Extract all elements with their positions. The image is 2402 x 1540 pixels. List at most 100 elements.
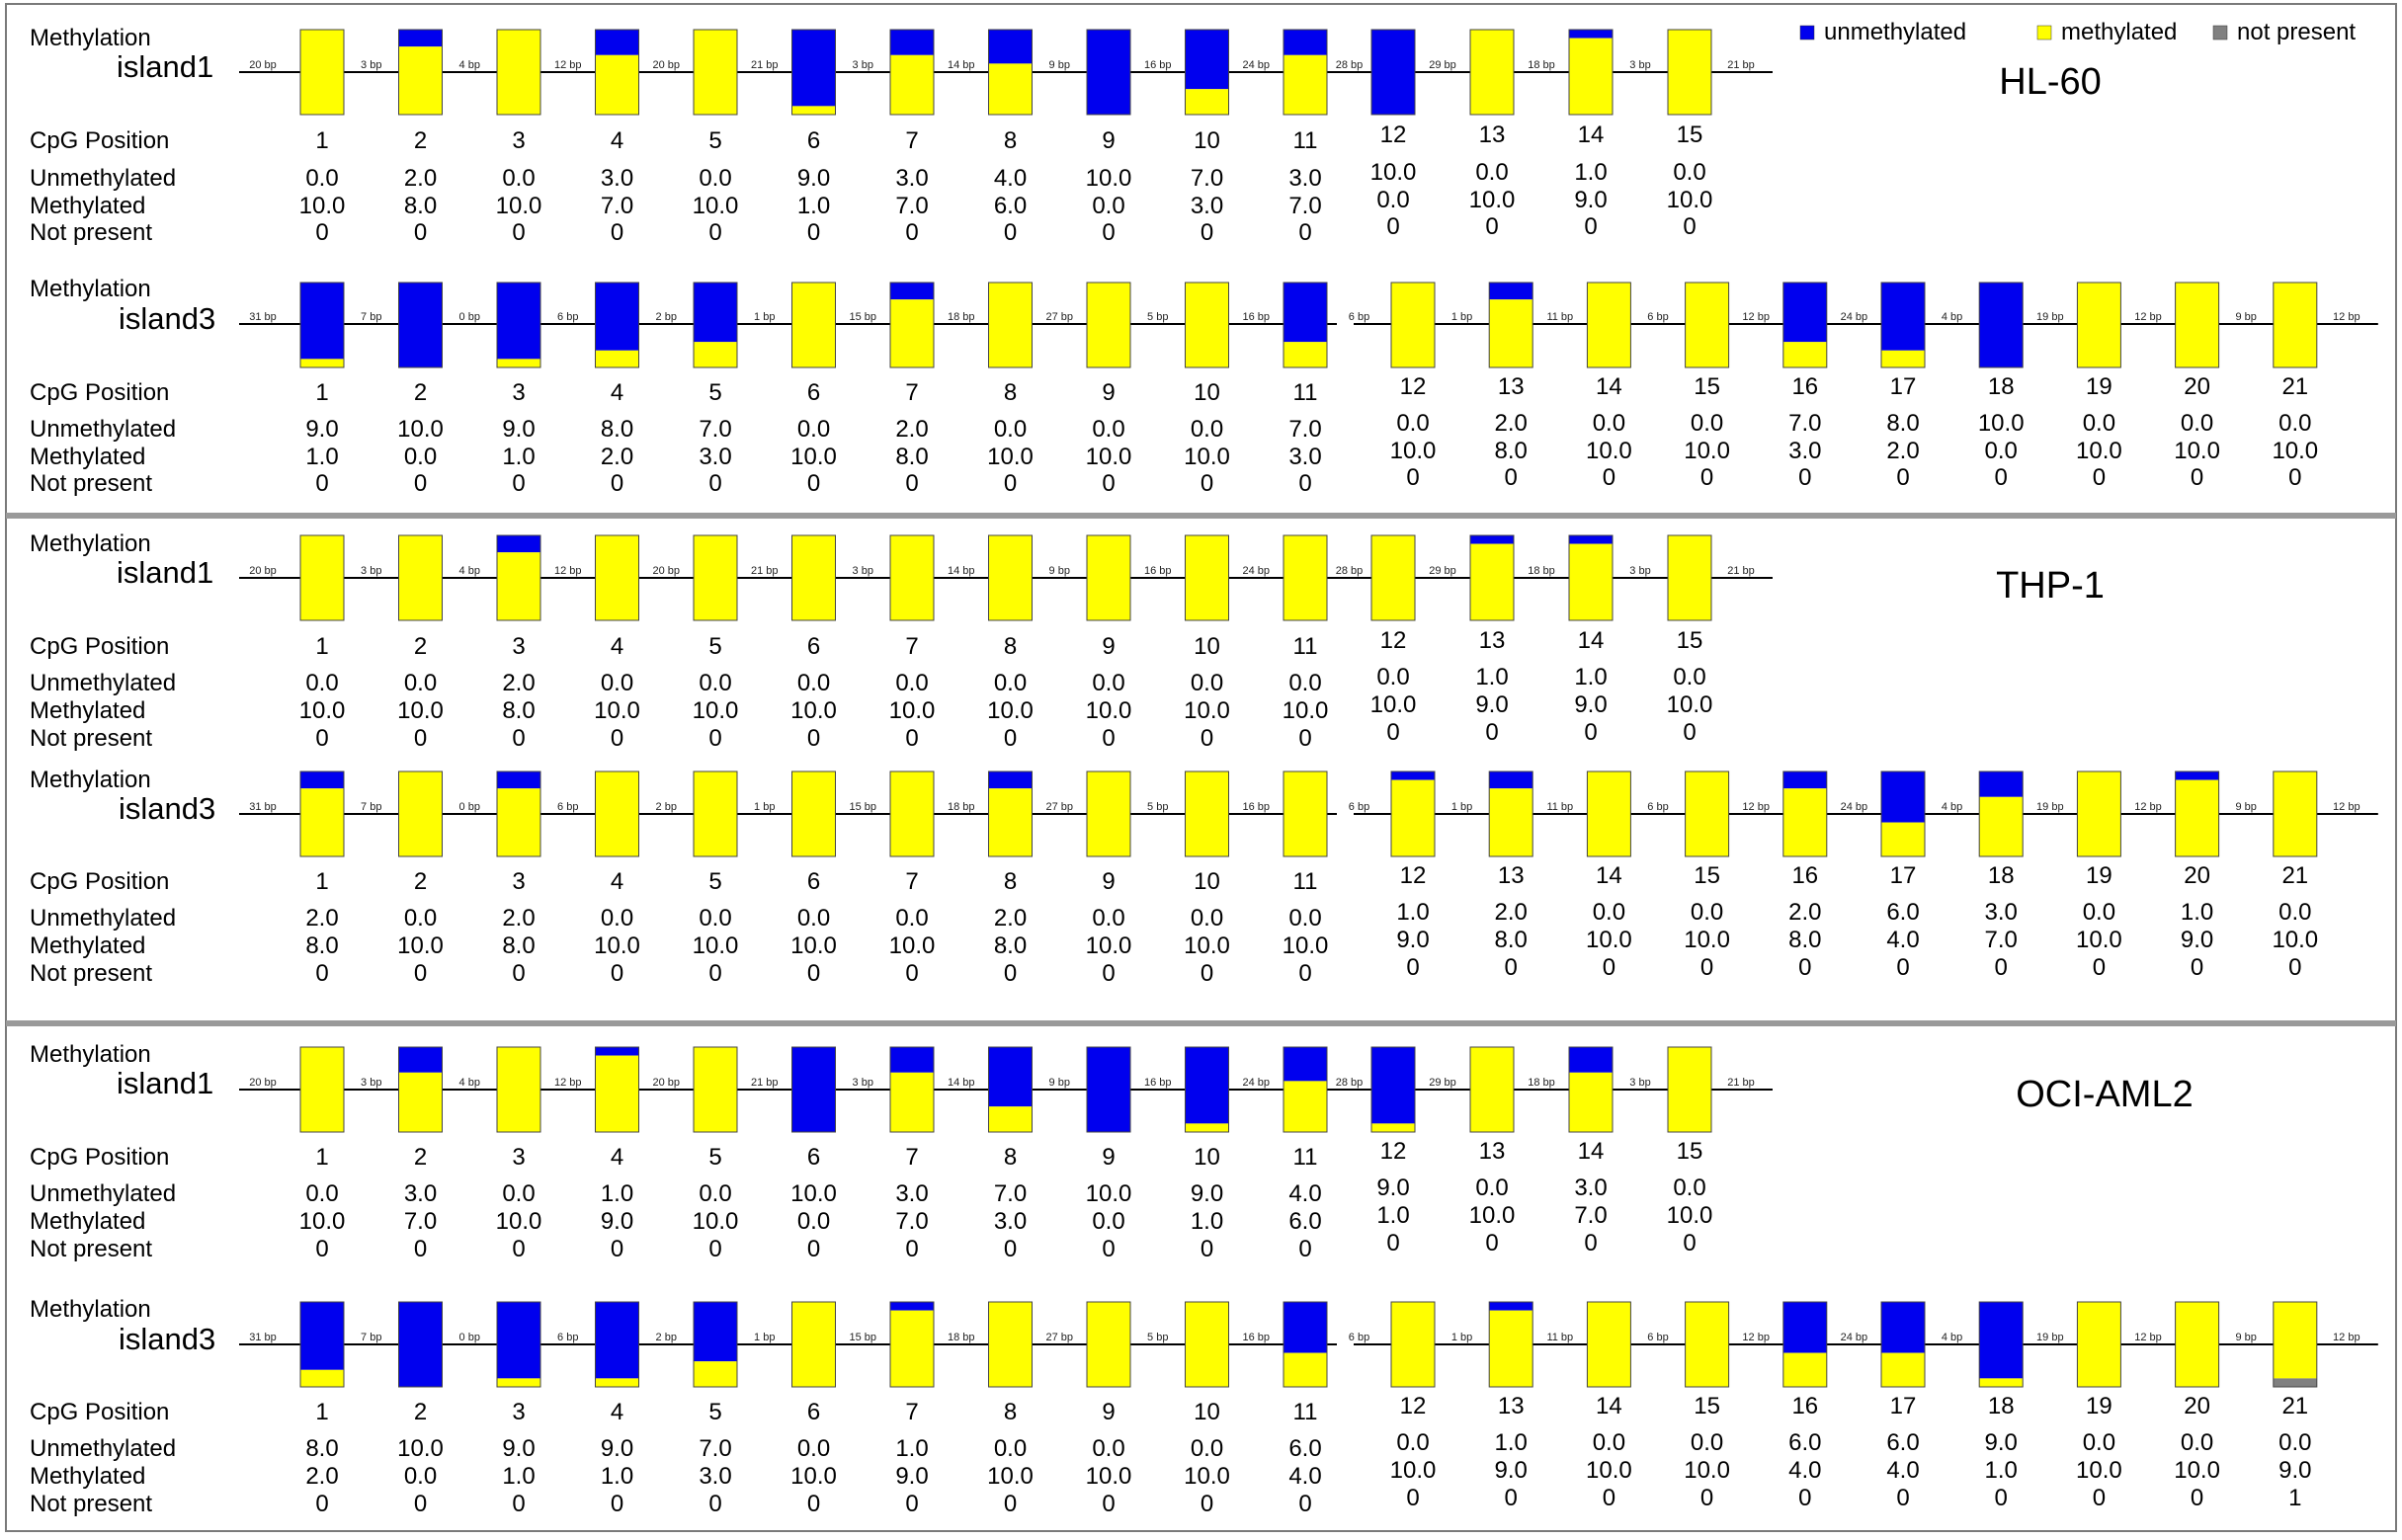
gap-label: 2 bp xyxy=(656,311,677,323)
gap-label: 14 bp xyxy=(948,565,975,577)
not-present-value: 0 xyxy=(1102,470,1115,497)
bar-segment-unmethylated xyxy=(1782,771,1827,789)
cpg-bar xyxy=(889,1046,935,1133)
gap-label: 15 bp xyxy=(849,311,876,323)
bar-segment-methylated xyxy=(1284,535,1327,620)
bar-segment-unmethylated xyxy=(1185,1047,1229,1124)
gap-label: 20 bp xyxy=(652,565,680,577)
not-present-value: 0 xyxy=(1298,219,1311,246)
unmethylated-value: 0.0 xyxy=(797,416,830,443)
not-present-value: 0 xyxy=(1004,960,1017,987)
cpg-bar xyxy=(988,29,1033,116)
cpg-position-value: 17 xyxy=(1890,373,1917,400)
bar-segment-unmethylated xyxy=(595,283,639,351)
not-present-value: 0 xyxy=(1406,954,1419,981)
unmethylated-value: 0.0 xyxy=(305,670,338,696)
not-present-value: 0 xyxy=(1700,464,1713,491)
bar-segment-methylated xyxy=(1391,1302,1435,1387)
gap-label: 6 bp xyxy=(557,1332,578,1343)
bar-segment-unmethylated xyxy=(1569,1047,1613,1073)
bar-outline xyxy=(1586,770,1631,857)
unmethylated-value: 0.0 xyxy=(994,416,1027,443)
bar-segment-unmethylated xyxy=(1284,1047,1327,1082)
methylated-value: 8.0 xyxy=(502,932,535,959)
cpg-bar xyxy=(1390,770,1436,857)
unmethylated-value: 9.0 xyxy=(797,165,830,192)
not-present-value: 0 xyxy=(807,1491,820,1517)
unmethylated-value: 3.0 xyxy=(895,165,928,192)
bar-segment-methylated xyxy=(300,1047,344,1132)
bar-outline xyxy=(1390,770,1436,857)
methylated-value: 1.0 xyxy=(601,1463,633,1490)
gap-label: 6 bp xyxy=(557,801,578,813)
bar-outline xyxy=(2076,282,2121,368)
bar-segment-unmethylated xyxy=(1470,535,1514,544)
unmethylated-value: 8.0 xyxy=(305,1435,338,1462)
bar-segment-unmethylated xyxy=(988,771,1033,789)
cpg-bar xyxy=(595,770,639,857)
cpg-bar xyxy=(1283,534,1328,621)
unmethylated-value: 0.0 xyxy=(1673,159,1705,186)
not-present-value: 0 xyxy=(611,219,623,246)
methylated-value: 6.0 xyxy=(1288,1208,1321,1235)
bar-outline xyxy=(1283,534,1328,621)
cpg-bar xyxy=(1283,770,1328,857)
methylated-value: 1.0 xyxy=(1191,1208,1223,1235)
bar-segment-unmethylated xyxy=(1284,1302,1327,1353)
bar-outline xyxy=(2273,282,2318,368)
not-present-value: 0 xyxy=(2191,464,2203,491)
methylated-value: 1.0 xyxy=(1985,1457,2018,1484)
gap-label: 11 bp xyxy=(1546,1332,1573,1343)
methylated-value: 4.0 xyxy=(1788,1457,1821,1484)
bar-outline xyxy=(595,1301,639,1388)
bar-segment-unmethylated xyxy=(694,283,737,343)
gap-label: 16 bp xyxy=(1144,565,1172,577)
bar-segment-unmethylated xyxy=(890,1302,934,1311)
bar-outline xyxy=(1568,29,1614,116)
cpg-bar xyxy=(2273,770,2318,857)
cpg-bar xyxy=(398,1301,443,1388)
cpg-position-value: 3 xyxy=(512,127,525,154)
row-label-not-present: Not present xyxy=(30,1491,152,1517)
unmethylated-value: 0.0 xyxy=(1673,664,1705,690)
bar-outline xyxy=(889,29,935,116)
cpg-position-value: 5 xyxy=(708,868,721,895)
bar-outline xyxy=(2076,1301,2121,1388)
not-present-value: 0 xyxy=(1102,725,1115,752)
gap-label: 16 bp xyxy=(1242,1332,1270,1343)
gap-label: 16 bp xyxy=(1144,59,1172,71)
bar-outline xyxy=(595,1046,639,1133)
methylated-value: 1.0 xyxy=(797,193,830,219)
unmethylated-value: 0.0 xyxy=(699,905,731,932)
methylated-value: 10.0 xyxy=(397,697,444,724)
bar-outline xyxy=(1086,1046,1131,1133)
not-present-value: 0 xyxy=(1798,954,1811,981)
unmethylated-value: 3.0 xyxy=(601,165,633,192)
not-present-value: 0 xyxy=(2093,954,2106,981)
gap-label: 12 bp xyxy=(1742,311,1770,323)
bar-outline xyxy=(988,770,1033,857)
bar-outline xyxy=(791,770,836,857)
bar-segment-methylated xyxy=(1185,535,1229,620)
cpg-position-value: 8 xyxy=(1004,1399,1017,1425)
unmethylated-value: 9.0 xyxy=(502,1435,535,1462)
bar-segment-methylated xyxy=(2175,283,2219,367)
bar-outline xyxy=(299,29,345,116)
row-label-unmethylated: Unmethylated xyxy=(30,1435,176,1462)
gap-label: 18 bp xyxy=(948,311,975,323)
cpg-bar xyxy=(1568,29,1614,116)
bar-outline xyxy=(398,1046,443,1133)
not-present-value: 0 xyxy=(1386,1230,1399,1256)
cpg-position-value: 8 xyxy=(1004,633,1017,660)
bar-segment-unmethylated xyxy=(1185,30,1229,90)
bar-segment-methylated xyxy=(1470,30,1514,115)
not-present-value: 0 xyxy=(1406,464,1419,491)
not-present-value: 0 xyxy=(2093,1485,2106,1511)
row-label-methylated: Methylated xyxy=(30,1208,145,1235)
gap-label: 7 bp xyxy=(361,1332,381,1343)
unmethylated-value: 0.0 xyxy=(305,1180,338,1207)
bar-outline xyxy=(496,1046,541,1133)
not-present-value: 0 xyxy=(1201,219,1213,246)
unmethylated-value: 0.0 xyxy=(1288,905,1321,932)
bar-outline xyxy=(1086,534,1131,621)
